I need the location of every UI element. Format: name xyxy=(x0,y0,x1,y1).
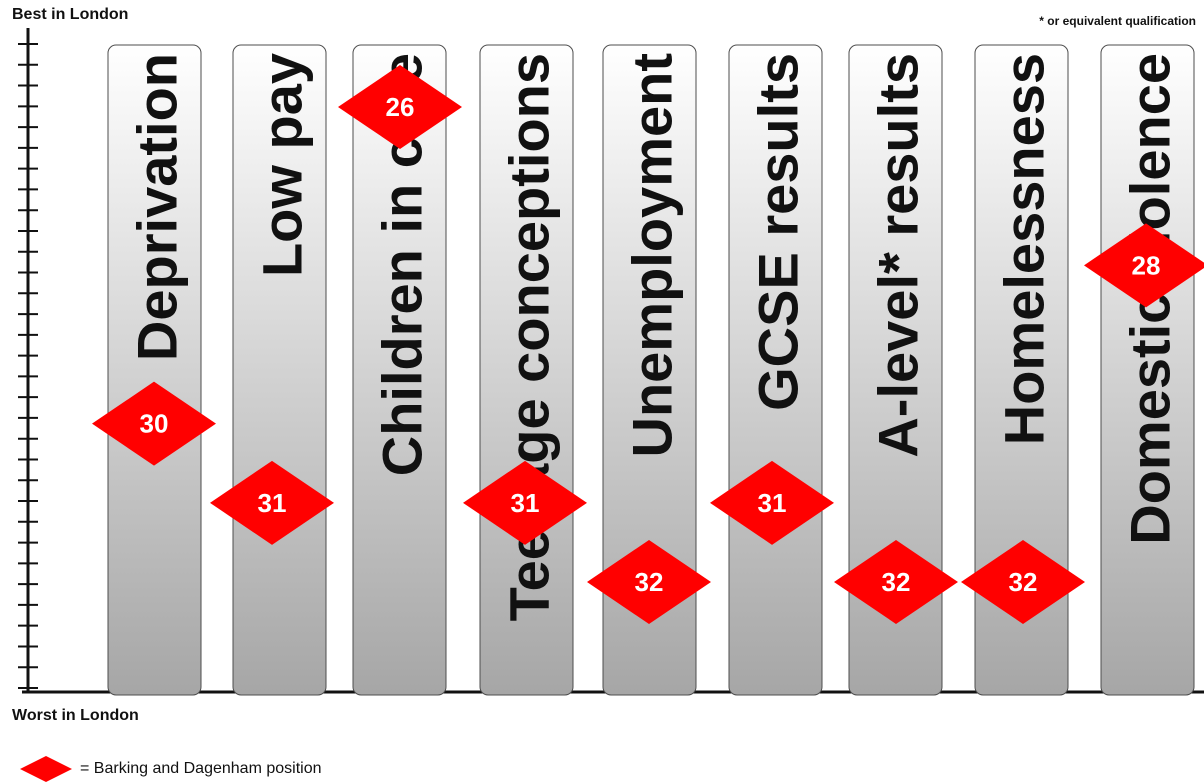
legend-label: = Barking and Dagenham position xyxy=(80,760,322,777)
position-markers: 30 31 26 31 32 31 32 32 28 xyxy=(92,65,1204,624)
worst-in-london-label: Worst in London xyxy=(12,707,139,724)
position-marker: 32 xyxy=(961,540,1085,624)
bar-group: GCSE results xyxy=(728,44,823,696)
bar-group: Domestic violence xyxy=(1100,44,1195,696)
position-marker: 31 xyxy=(463,460,587,545)
position-marker: 32 xyxy=(834,540,958,624)
bar-group: Deprivation xyxy=(107,44,202,696)
red-diamond xyxy=(1084,223,1204,308)
ranking-chart: Deprivation Low pay Children in care Teenag… xyxy=(18,28,1204,696)
position-value-label: 30 xyxy=(140,409,169,439)
bar-group: Unemployment xyxy=(602,44,697,696)
footnote: * or equivalent qualification xyxy=(1039,14,1196,28)
bar-category-label: Homelessness xyxy=(993,53,1056,445)
bar xyxy=(479,44,574,696)
position-value-label: 26 xyxy=(386,92,415,122)
red-diamond xyxy=(961,540,1085,624)
red-diamond xyxy=(338,65,462,149)
position-marker: 31 xyxy=(210,460,334,545)
bar-category-label: Low pay xyxy=(251,53,314,277)
position-value-label: 32 xyxy=(635,567,664,597)
red-diamond xyxy=(92,381,216,466)
position-value-label: 28 xyxy=(1132,250,1161,280)
bar xyxy=(848,44,943,696)
position-value-label: 32 xyxy=(882,567,911,597)
bar-category-label: Unemployment xyxy=(621,53,684,458)
bar-category-label: GCSE results xyxy=(747,53,810,411)
position-marker: 30 xyxy=(92,381,216,466)
bar-group: A-level* results xyxy=(848,44,943,696)
bar-category-label: Deprivation xyxy=(126,53,189,361)
bar xyxy=(974,44,1069,696)
red-diamond xyxy=(834,540,958,624)
legend: = Barking and Dagenham position xyxy=(20,756,322,782)
red-diamond xyxy=(587,540,711,624)
best-in-london-label: Best in London xyxy=(12,6,129,23)
bar xyxy=(728,44,823,696)
bar xyxy=(107,44,202,696)
position-value-label: 31 xyxy=(511,488,540,518)
bar xyxy=(352,44,447,696)
bar-category-label: A-level* results xyxy=(867,53,930,458)
position-marker: 26 xyxy=(338,65,462,149)
bar-group: Homelessness xyxy=(974,44,1069,696)
position-marker: 31 xyxy=(710,460,834,545)
bar-group: Teenage conceptions xyxy=(479,44,574,696)
position-marker: 32 xyxy=(587,540,711,624)
red-diamond xyxy=(210,460,334,545)
red-diamond xyxy=(463,460,587,545)
bar-group: Low pay xyxy=(232,44,327,696)
position-value-label: 31 xyxy=(758,488,787,518)
red-diamond xyxy=(710,460,834,545)
bar xyxy=(1100,44,1195,696)
position-value-label: 31 xyxy=(258,488,287,518)
bar xyxy=(602,44,697,696)
position-marker: 28 xyxy=(1084,223,1204,308)
red-diamond-icon xyxy=(20,756,72,782)
position-value-label: 32 xyxy=(1009,567,1038,597)
